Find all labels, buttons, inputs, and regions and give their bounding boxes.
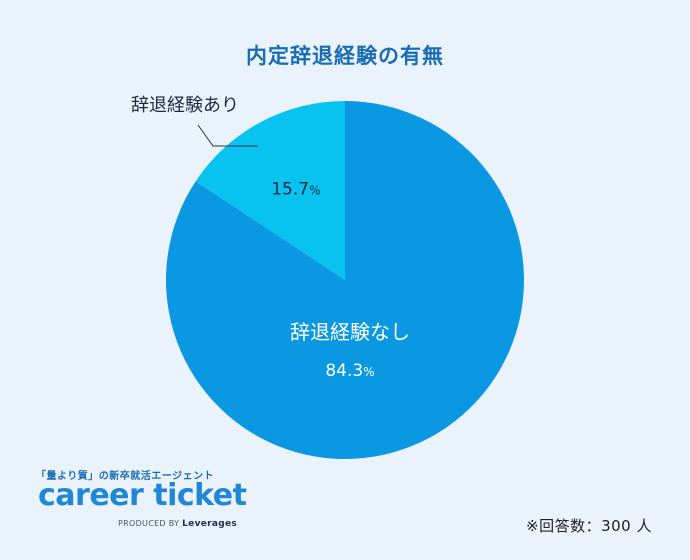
category-label-declined-no: 辞退経験なし — [290, 320, 410, 344]
chart-title: 内定辞退経験の有無 — [246, 44, 444, 68]
category-label-declined-yes: 辞退経験あり — [131, 95, 239, 116]
career-ticket-logo: career ticket — [38, 478, 247, 513]
pie-slice-declined-no — [166, 101, 524, 459]
byline-brand: Leverages — [182, 519, 238, 529]
brand-tagline: 「量より質」の新卒就活エージェント — [36, 471, 215, 482]
value-label-declined-yes: 15.7% — [271, 180, 320, 200]
sample-size-note: ※回答数：300 人 — [526, 517, 652, 535]
byline-prefix: PRODUCED BY — [118, 519, 180, 528]
brand-byline: PRODUCED BY Leverages — [118, 519, 237, 529]
value-label-declined-no: 84.3% — [325, 361, 374, 381]
leader-line — [197, 124, 258, 147]
